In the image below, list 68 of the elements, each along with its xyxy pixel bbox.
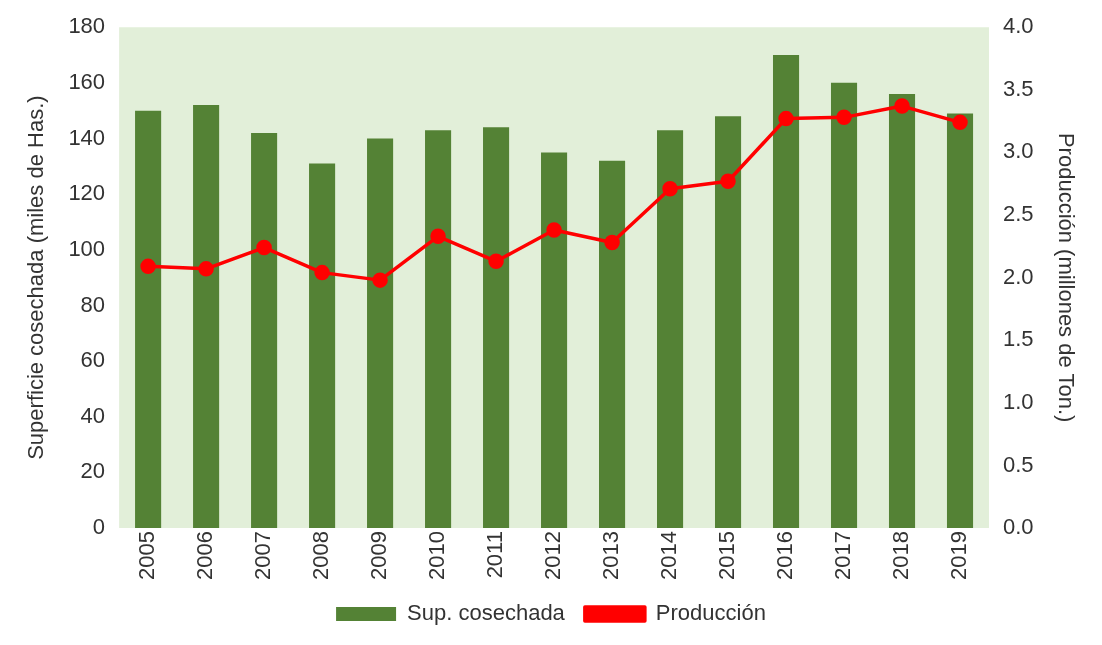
- point: [314, 264, 330, 281]
- x-tick-label: 2018: [888, 531, 914, 581]
- y-tick-label: 180: [68, 13, 106, 39]
- y-tick-label: 60: [80, 347, 106, 373]
- point: [256, 239, 272, 256]
- y-tick-label: 120: [68, 180, 106, 206]
- bar: [715, 116, 742, 529]
- x-tick-label: 2012: [540, 531, 566, 581]
- y2-tick-label: 0.0: [1003, 514, 1034, 540]
- bar: [309, 163, 336, 529]
- legend-label: Sup. cosechada: [407, 600, 566, 626]
- y-tick-label: 40: [80, 402, 106, 428]
- point: [778, 110, 794, 127]
- bar: [830, 82, 858, 529]
- x-tick-label: 2008: [308, 531, 334, 581]
- x-tick-label: 2010: [424, 531, 450, 581]
- x-tick-label: 2009: [366, 531, 392, 581]
- x-tick-label: 2007: [250, 531, 276, 581]
- y2-axis-title: Producción (millones de Ton.): [1053, 132, 1079, 423]
- point: [662, 180, 678, 197]
- point: [952, 114, 968, 131]
- y2-tick-label: 3.0: [1003, 138, 1034, 164]
- y2-tick-label: 0.5: [1003, 451, 1034, 477]
- y-tick-label: 140: [68, 124, 106, 150]
- x-tick-label: 2014: [656, 531, 682, 581]
- point: [720, 173, 736, 189]
- x-tick-label: 2015: [714, 531, 740, 581]
- x-tick-label: 2019: [946, 531, 972, 581]
- point: [836, 109, 852, 126]
- y-tick-label: 0: [92, 514, 106, 540]
- x-tick-label: 2011: [482, 531, 508, 579]
- x-tick-label: 2006: [192, 531, 218, 581]
- bar: [541, 152, 568, 529]
- y-tick-label: 20: [80, 458, 106, 484]
- point: [430, 228, 446, 245]
- point: [140, 258, 156, 275]
- x-tick-label: 2016: [772, 531, 798, 581]
- bar: [135, 110, 162, 529]
- point: [546, 222, 562, 238]
- bar: [599, 160, 626, 529]
- y2-tick-label: 4.0: [1003, 13, 1034, 39]
- y2-tick-label: 1.5: [1003, 326, 1034, 352]
- point: [894, 98, 910, 114]
- point: [488, 253, 504, 270]
- point: [372, 272, 388, 288]
- bar: [251, 132, 278, 529]
- x-tick-label: 2005: [134, 531, 160, 581]
- y2-tick-label: 2.0: [1003, 263, 1034, 289]
- y-tick-label: 100: [68, 235, 106, 261]
- y2-tick-label: 1.0: [1003, 388, 1034, 414]
- bar: [888, 93, 916, 529]
- bar: [193, 105, 220, 529]
- x-tick-label: 2013: [598, 531, 624, 581]
- bar: [483, 127, 510, 529]
- point: [198, 261, 214, 277]
- y-tick-label: 160: [68, 68, 106, 94]
- x-tick-label: 2017: [830, 531, 856, 581]
- legend-label: Producción: [655, 600, 766, 626]
- bar: [367, 138, 394, 529]
- point: [604, 234, 620, 251]
- y2-tick-label: 3.5: [1003, 75, 1034, 101]
- bar: [657, 130, 684, 529]
- bar: [425, 130, 452, 529]
- y2-tick-label: 2.5: [1003, 201, 1034, 227]
- bar: [946, 113, 974, 529]
- bar: [772, 55, 800, 529]
- y-tick-label: 80: [80, 291, 106, 317]
- y-axis-title: Superficie cosechada (miles de Has.): [23, 95, 49, 460]
